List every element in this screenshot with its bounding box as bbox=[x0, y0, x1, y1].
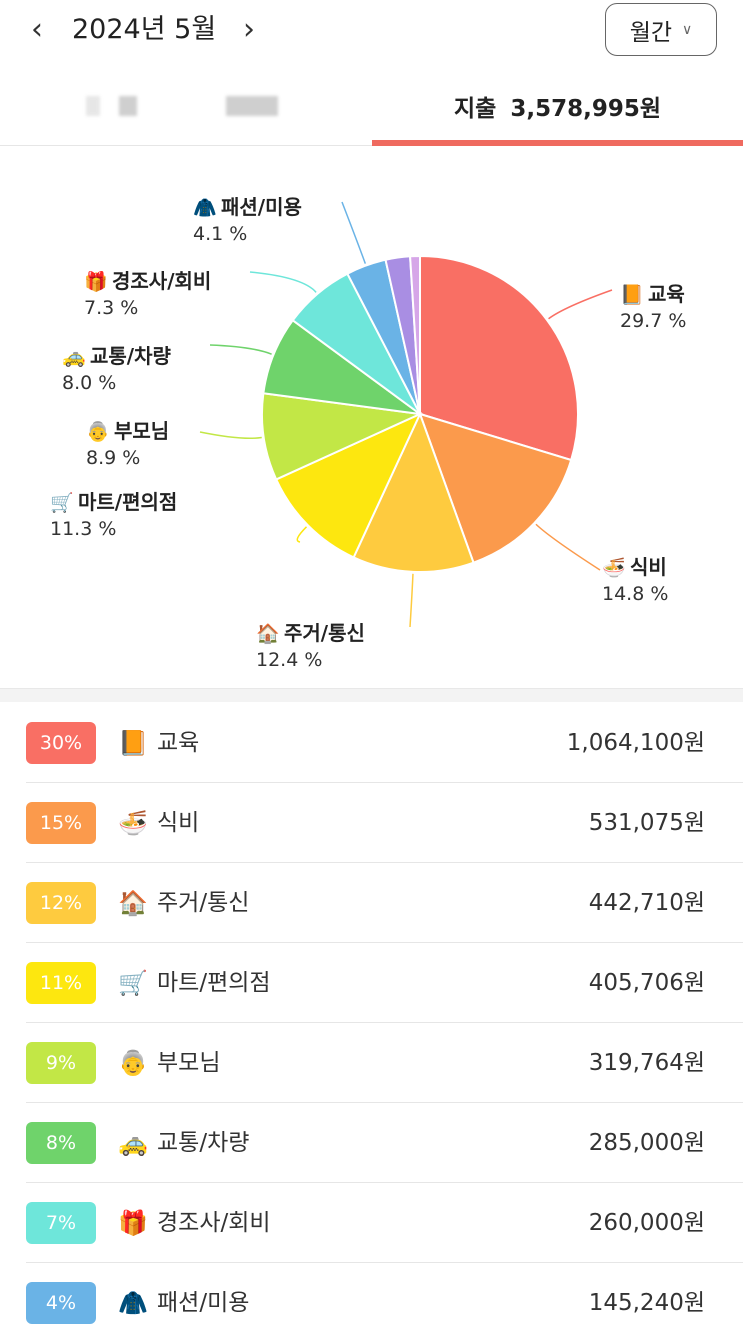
pie-slice[interactable] bbox=[274, 411, 423, 559]
tab-expense-label: 지출 bbox=[454, 96, 497, 122]
tab-income[interactable] bbox=[0, 66, 372, 146]
category-amount: 531,075원 bbox=[588, 810, 705, 836]
noodle-icon: 🍜 bbox=[118, 809, 148, 837]
percent-badge: 30% bbox=[26, 722, 96, 764]
list-item-transport[interactable]: 8% 🚕 교통/차량 285,000원 bbox=[26, 1103, 743, 1183]
category-amount: 145,240원 bbox=[588, 1290, 705, 1316]
category-name: 교육 bbox=[157, 730, 200, 756]
list-item-mart[interactable]: 11% 🛒 마트/편의점 405,706원 bbox=[26, 943, 743, 1023]
category-amount: 405,706원 bbox=[588, 970, 705, 996]
slice-label-transport: 🚕 교통/차량 8.0 % bbox=[62, 344, 171, 394]
category-name: 패션/미용 bbox=[157, 1290, 250, 1316]
coat-icon: 🧥 bbox=[118, 1289, 148, 1317]
list-item-events[interactable]: 7% 🎁 경조사/회비 260,000원 bbox=[26, 1183, 743, 1263]
percent-badge: 15% bbox=[26, 802, 96, 844]
slice-label-education: 📙 교육 29.7 % bbox=[620, 282, 687, 332]
percent-badge: 4% bbox=[26, 1282, 96, 1324]
chevron-left-icon[interactable]: ‹ bbox=[31, 12, 43, 47]
list-item-parents[interactable]: 9% 👵 부모님 319,764원 bbox=[26, 1023, 743, 1103]
noodle-icon: 🍜 bbox=[602, 557, 626, 579]
cart-icon: 🛒 bbox=[50, 492, 74, 514]
category-amount: 285,000원 bbox=[588, 1130, 705, 1156]
period-label: 월간 bbox=[629, 19, 673, 46]
leader-line bbox=[209, 344, 272, 355]
blurred-text bbox=[86, 96, 100, 116]
slice-label-parents: 👵 부모님 8.9 % bbox=[86, 419, 170, 469]
percent-badge: 8% bbox=[26, 1122, 96, 1164]
leader-line bbox=[535, 523, 601, 571]
month-title: 2024년 5월 bbox=[72, 14, 217, 45]
tab-active-indicator bbox=[372, 140, 743, 146]
pie-slice[interactable] bbox=[261, 392, 424, 481]
category-name: 교통/차량 bbox=[157, 1130, 250, 1156]
category-amount: 319,764원 bbox=[588, 1050, 705, 1076]
percent-badge: 11% bbox=[26, 962, 96, 1004]
pie-slice[interactable] bbox=[418, 412, 573, 564]
percent-badge: 9% bbox=[26, 1042, 96, 1084]
blurred-text bbox=[119, 96, 137, 116]
tab-bar: 지출 3,578,995원 bbox=[0, 66, 743, 146]
leader-line bbox=[199, 431, 262, 440]
pie-slice[interactable] bbox=[352, 411, 475, 573]
leader-line bbox=[249, 271, 317, 293]
category-name: 경조사/회비 bbox=[157, 1210, 271, 1236]
coat-icon: 🧥 bbox=[193, 197, 217, 219]
category-name: 주거/통신 bbox=[157, 890, 250, 916]
list-item-education[interactable]: 30% 📙 교육 1,064,100원 bbox=[26, 703, 743, 783]
slice-label-fashion: 🧥 패션/미용 4.1 % bbox=[193, 195, 302, 245]
pie-chart: 📙 교육 29.7 % 🍜 식비 14.8 % 🏠 주거/통신 12.4 % 🛒 마트/… bbox=[0, 147, 743, 687]
header: ‹ 2024년 5월 › 월간 ∨ bbox=[0, 0, 743, 62]
leader-line bbox=[296, 526, 308, 543]
section-divider bbox=[0, 688, 743, 702]
pie-chart-svg bbox=[199, 201, 613, 628]
blurred-text bbox=[226, 96, 278, 116]
taxi-icon: 🚕 bbox=[118, 1129, 148, 1157]
book-icon: 📙 bbox=[620, 284, 644, 306]
leader-line bbox=[341, 201, 367, 264]
book-icon: 📙 bbox=[118, 729, 148, 757]
category-list: 30% 📙 교육 1,064,100원 15% 🍜 식비 531,075원 12… bbox=[0, 703, 743, 1334]
percent-badge: 12% bbox=[26, 882, 96, 924]
grandmother-icon: 👵 bbox=[86, 421, 110, 443]
pie-slice[interactable] bbox=[419, 254, 579, 462]
house-icon: 🏠 bbox=[118, 889, 148, 917]
category-name: 식비 bbox=[157, 810, 200, 836]
house-icon: 🏠 bbox=[256, 623, 280, 645]
percent-badge: 7% bbox=[26, 1202, 96, 1244]
grandmother-icon: 👵 bbox=[118, 1049, 148, 1077]
list-item-fashion[interactable]: 4% 🧥 패션/미용 145,240원 bbox=[26, 1263, 743, 1334]
list-item-food[interactable]: 15% 🍜 식비 531,075원 bbox=[26, 783, 743, 863]
category-amount: 1,064,100원 bbox=[566, 730, 705, 756]
list-item-housing[interactable]: 12% 🏠 주거/통신 442,710원 bbox=[26, 863, 743, 943]
slice-label-events: 🎁 경조사/회비 7.3 % bbox=[84, 269, 212, 319]
leader-line bbox=[548, 289, 613, 320]
period-select[interactable]: 월간 ∨ bbox=[605, 3, 717, 56]
cart-icon: 🛒 bbox=[118, 969, 148, 997]
leader-line bbox=[409, 573, 414, 628]
slice-label-food: 🍜 식비 14.8 % bbox=[602, 555, 669, 605]
category-amount: 260,000원 bbox=[588, 1210, 705, 1236]
gift-icon: 🎁 bbox=[84, 271, 108, 293]
gift-icon: 🎁 bbox=[118, 1209, 148, 1237]
slice-label-housing: 🏠 주거/통신 12.4 % bbox=[256, 621, 365, 671]
category-name: 부모님 bbox=[157, 1050, 221, 1076]
tab-expense[interactable]: 지출 3,578,995원 bbox=[372, 66, 743, 146]
slice-label-mart: 🛒 마트/편의점 11.3 % bbox=[50, 490, 178, 540]
chevron-down-icon: ∨ bbox=[682, 21, 693, 38]
category-name: 마트/편의점 bbox=[157, 970, 271, 996]
category-amount: 442,710원 bbox=[588, 890, 705, 916]
pie-slice[interactable] bbox=[409, 254, 421, 415]
tab-expense-amount: 3,578,995원 bbox=[510, 96, 661, 122]
taxi-icon: 🚕 bbox=[62, 346, 86, 368]
chevron-right-icon[interactable]: › bbox=[243, 12, 255, 47]
